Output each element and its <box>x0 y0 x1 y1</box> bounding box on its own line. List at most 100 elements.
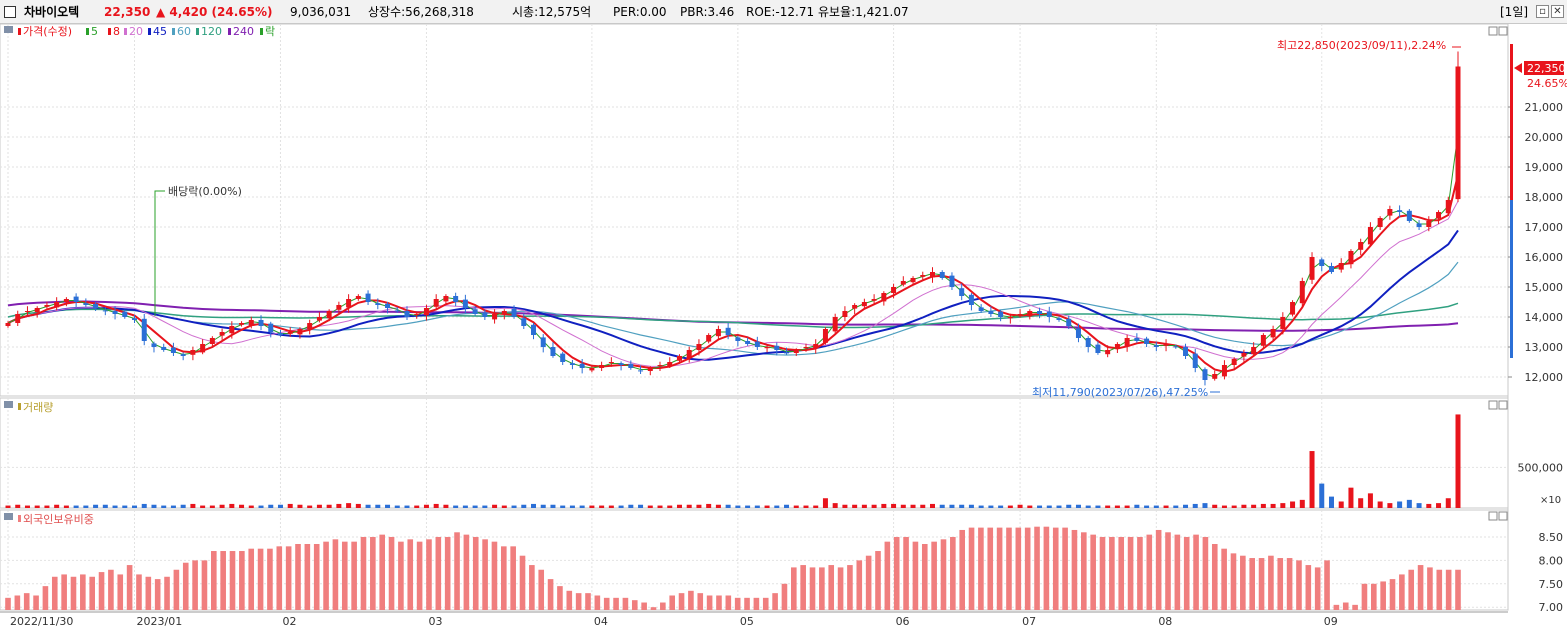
volume-bar <box>842 504 848 508</box>
foreign-bar <box>1202 536 1209 610</box>
volume-bar <box>900 504 906 508</box>
foreign-bar <box>1090 534 1096 610</box>
volume-bar <box>657 505 663 508</box>
volume-bar <box>1241 504 1247 508</box>
volume-bar <box>268 504 274 508</box>
candle-body <box>599 365 605 368</box>
candle-body <box>102 310 108 312</box>
foreign-bar <box>117 574 124 610</box>
ma20-line <box>7 201 1459 368</box>
foreign-bar <box>1361 583 1368 610</box>
volume-bar <box>1134 504 1140 508</box>
candle-body <box>1144 338 1150 344</box>
candle-body <box>316 317 322 321</box>
volume-bar <box>1075 504 1081 508</box>
volume-bar <box>1017 504 1023 508</box>
foreign-bar <box>1258 558 1265 610</box>
foreign-bar <box>98 572 105 610</box>
foreign-bar <box>1146 534 1153 610</box>
candle-body <box>822 329 828 343</box>
candle-body <box>1445 200 1451 214</box>
pbr-value: PBR:3.46 <box>680 5 735 19</box>
foreign-bar <box>585 593 591 610</box>
foreign-bar <box>688 590 694 610</box>
foreign-bar <box>1183 536 1190 610</box>
volume-bar <box>229 503 235 508</box>
price-tick-label: 20,000 <box>1525 131 1564 144</box>
volume-bar <box>482 505 488 508</box>
foreign-bar <box>1034 526 1040 610</box>
foreign-bar <box>697 593 704 610</box>
foreign-bar <box>220 551 226 610</box>
foreign-bar <box>1399 574 1405 610</box>
volume-bar <box>443 504 449 508</box>
candle-body <box>521 318 527 326</box>
chart-area: 12,000 13,000 14,000 15,000 16,000 17,000 18,0… <box>0 24 1567 628</box>
candle-body <box>1085 338 1091 347</box>
volume-bar <box>1114 505 1120 508</box>
candle-body <box>628 363 634 368</box>
candle-body <box>647 368 653 371</box>
volume-bar <box>676 504 682 508</box>
foreign-bar <box>33 595 39 610</box>
candle-body <box>608 362 614 363</box>
close-icon[interactable]: ✕ <box>1551 5 1564 18</box>
foreign-bar <box>1071 529 1078 610</box>
foreign-bar <box>164 576 170 610</box>
volume-bar <box>472 505 478 508</box>
volume-bar <box>453 505 459 508</box>
candle-body <box>1397 210 1403 212</box>
foreign-bar <box>398 541 404 610</box>
candle-body <box>112 311 118 314</box>
candle-body <box>1241 353 1247 357</box>
foreign-bar <box>182 562 189 610</box>
volume-bar <box>1192 503 1198 508</box>
foreign-bar <box>42 586 49 610</box>
foreign-bar <box>1052 527 1059 610</box>
volume-bar <box>1270 503 1276 508</box>
foreign-bar <box>1371 583 1377 610</box>
foreign-bar <box>14 595 21 610</box>
candle-body <box>754 341 760 347</box>
minimize-icon[interactable]: ▫ <box>1536 5 1549 18</box>
volume-bar <box>326 504 332 508</box>
volume-unit: ×10 <box>1540 495 1561 506</box>
candle-body <box>852 305 858 309</box>
select-checkbox[interactable] <box>4 6 16 18</box>
volume-bar <box>832 503 838 508</box>
volume-bar <box>929 503 935 508</box>
candle-body <box>871 299 877 301</box>
candle-body <box>861 302 867 307</box>
volume-bar <box>1231 505 1237 508</box>
candle-body <box>686 350 692 359</box>
candle-body <box>1387 209 1393 216</box>
foreign-bar <box>987 527 994 610</box>
period-selector[interactable]: [1일] <box>1500 5 1529 19</box>
foreign-bar <box>482 539 488 610</box>
candle-body <box>423 308 429 316</box>
volume-bar <box>1445 498 1451 508</box>
candle-body <box>735 337 741 341</box>
volume-bar <box>151 504 157 508</box>
candle-body <box>1436 212 1442 219</box>
price-tick-label: 12,000 <box>1525 371 1564 384</box>
foreign-bar <box>1193 534 1199 610</box>
volume-bar <box>715 504 721 508</box>
foreign-bar <box>1211 544 1218 610</box>
volume-bar <box>822 498 828 508</box>
volume-bar <box>1105 505 1111 508</box>
volume-bar <box>93 504 99 508</box>
candle-body <box>1056 318 1062 320</box>
pane-buttons[interactable] <box>1488 26 1508 521</box>
foreign-bar <box>426 539 432 610</box>
volume-bar <box>1221 505 1227 508</box>
per-value: PER:0.00 <box>613 5 667 19</box>
low-annotation: 최저11,790(2023/07/26),47.25% <box>1032 386 1208 399</box>
foreign-bar <box>435 536 442 610</box>
price-tick-label: 18,000 <box>1525 191 1564 204</box>
candle-body <box>1367 227 1373 245</box>
volume-bar <box>1173 505 1179 508</box>
foreign-bar <box>370 536 376 610</box>
volume-bar <box>394 505 400 508</box>
candle-body <box>1416 223 1422 227</box>
